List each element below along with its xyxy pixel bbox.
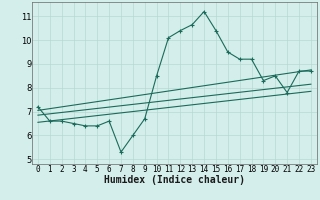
X-axis label: Humidex (Indice chaleur): Humidex (Indice chaleur): [104, 175, 245, 185]
